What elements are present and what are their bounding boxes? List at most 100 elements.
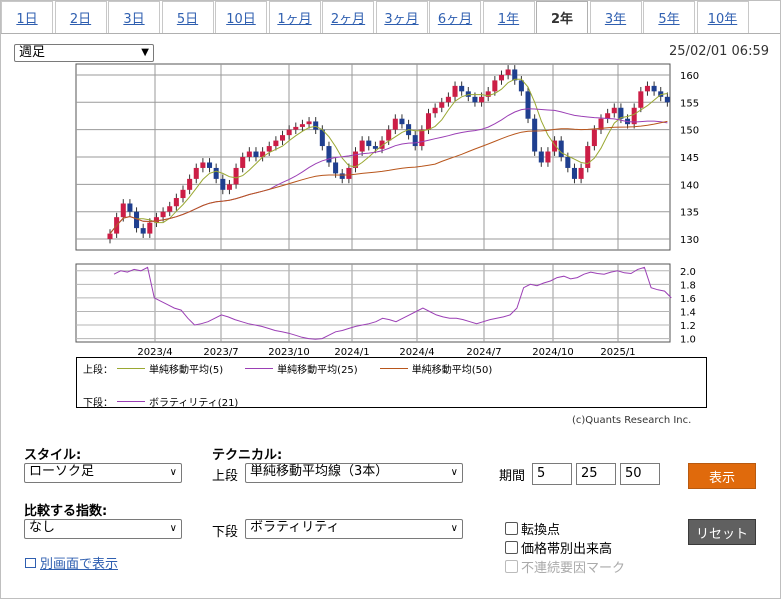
y-tick-label: 130 (680, 235, 699, 246)
compare-select[interactable]: なし ∨ (24, 519, 182, 539)
range-tab[interactable]: 2日 (54, 1, 107, 33)
tab-underline (1, 33, 780, 34)
range-tab[interactable]: 3日 (108, 1, 160, 33)
volatility-y-ticks: 1.0 1.2 1.4 1.6 1.8 2.0 (680, 267, 696, 346)
candle-body (339, 173, 345, 179)
candle (279, 130, 286, 145)
period-input-1[interactable]: 5 (532, 463, 572, 485)
candle (326, 141, 332, 167)
candle-body (266, 146, 272, 152)
volatility-plot-frame (75, 263, 671, 343)
candle (532, 114, 538, 156)
candle-body (538, 151, 544, 163)
ma-line-5 (109, 78, 668, 234)
range-tab[interactable]: 3ヶ月 (375, 1, 428, 33)
candle (545, 147, 551, 167)
range-tab[interactable]: 1年 (482, 1, 535, 33)
candle-body (352, 151, 359, 168)
candle-body (333, 162, 339, 174)
popup-link[interactable]: 別画面で表示 (25, 553, 118, 572)
candle (313, 117, 319, 135)
candle (359, 136, 365, 156)
candle (233, 163, 239, 189)
upper-label: 上段 (212, 469, 239, 484)
range-tab[interactable]: 10日 (215, 1, 267, 33)
style-select[interactable]: ローソク足 ∨ (24, 463, 182, 483)
range-tab[interactable]: 3年 (589, 1, 642, 33)
candle (352, 147, 359, 173)
candle-body (445, 96, 451, 103)
upper-technical-select[interactable]: 単純移動平均線（3本） ∨ (245, 463, 463, 483)
candle (366, 136, 372, 151)
x-tick-label: 2024/10 (532, 347, 574, 358)
candle-body (386, 129, 392, 141)
candle (134, 207, 140, 233)
candle-body (359, 140, 365, 152)
candle-body (459, 85, 465, 92)
style-select-value: ローソク足 (29, 464, 95, 479)
legend-line-icon (245, 368, 274, 369)
candle (558, 136, 564, 162)
candle (498, 70, 505, 85)
range-tab[interactable]: 1ヶ月 (268, 1, 321, 33)
candle-body (240, 157, 246, 168)
candle-body (127, 203, 133, 212)
candle (552, 136, 558, 156)
candle (605, 108, 611, 124)
candle (419, 125, 425, 151)
legend-item: 単純移動平均(5) (113, 361, 223, 376)
legend-lower-label: 下段： (83, 398, 113, 409)
chart-credit: (c)Quants Research Inc. (572, 415, 692, 426)
candle-body (213, 167, 219, 179)
period-input-2[interactable]: 25 (576, 463, 616, 485)
candle-body (134, 211, 140, 229)
checkbox-discontinuity-mark: 不連続要因マーク (505, 557, 625, 576)
chart-datetime: 25/02/01 06:59 (669, 44, 769, 59)
technical-label: テクニカル: (212, 448, 283, 463)
candle-body (658, 91, 664, 97)
range-tab[interactable]: 2年 (536, 1, 588, 33)
legend-line-icon (117, 368, 145, 369)
candle-body (618, 107, 624, 119)
range-tab[interactable]: 2ヶ月 (322, 1, 374, 33)
candle-body (631, 107, 637, 125)
range-tab[interactable]: 5年 (643, 1, 695, 33)
checkbox-volume-by-price[interactable]: 価格帯別出来高 (505, 538, 612, 557)
candle-body (525, 91, 531, 119)
candle-body (644, 85, 650, 92)
candle-body (651, 85, 657, 92)
candle (611, 103, 617, 118)
candle-body (279, 135, 286, 141)
period-select[interactable]: 週足 ▼ (14, 44, 154, 62)
candle-body (246, 151, 252, 157)
candle (306, 117, 312, 129)
range-tab[interactable]: 10年 (696, 1, 749, 33)
candle (392, 114, 398, 135)
candle-body (273, 140, 279, 147)
candle-body (399, 118, 405, 125)
candle (346, 163, 352, 184)
candle-body (532, 118, 538, 152)
candle-body (293, 126, 299, 130)
candle-body (372, 146, 378, 149)
candle (445, 92, 451, 107)
range-tab[interactable]: 6ヶ月 (429, 1, 481, 33)
range-tab[interactable]: 1日 (1, 1, 53, 33)
show-button[interactable]: 表示 (688, 463, 756, 489)
candle-body (412, 135, 418, 147)
candle-body (306, 121, 312, 125)
reset-button[interactable]: リセット (688, 519, 756, 545)
period-input-3[interactable]: 50 (620, 463, 660, 485)
legend-upper: 上段： 単純移動平均(5) 単純移動平均(25) 単純移動平均(50) (83, 361, 510, 376)
candle-body (313, 121, 319, 130)
x-tick-label: 2024/4 (399, 347, 434, 358)
candle (512, 65, 518, 85)
style-label: スタイル: (24, 448, 82, 463)
candle (485, 86, 491, 102)
range-tab[interactable]: 5日 (161, 1, 214, 33)
lower-technical-select[interactable]: ボラティリティ ∨ (245, 519, 463, 539)
lower-label: 下段 (212, 525, 239, 540)
checkbox-turning-point[interactable]: 転換点 (505, 519, 560, 538)
legend-item-label: 単純移動平均(50) (411, 365, 493, 376)
candle (246, 147, 252, 162)
